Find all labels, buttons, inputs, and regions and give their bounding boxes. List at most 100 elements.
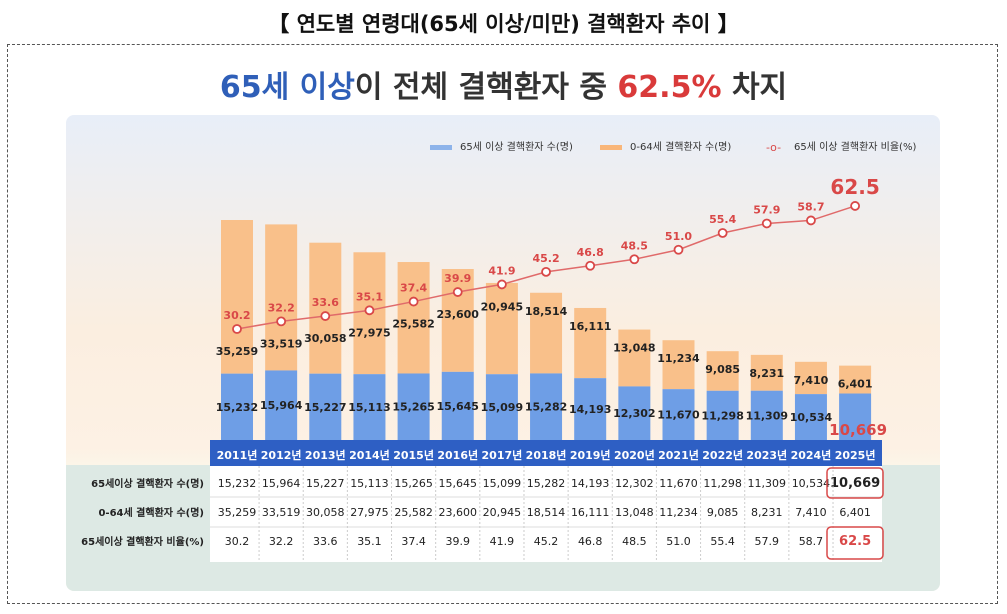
- category-label: 2020년: [614, 448, 655, 462]
- table-cell: 41.9: [490, 535, 515, 548]
- category-label: 2017년: [482, 448, 523, 462]
- bar-young: [309, 242, 342, 374]
- table-cell: 15,099: [483, 477, 522, 490]
- table-cell: 35.1: [357, 535, 382, 548]
- label-senior: 15,227: [304, 401, 346, 414]
- label-senior: 15,964: [260, 399, 303, 412]
- table-cell: 10,669: [830, 476, 880, 491]
- bar-senior: [485, 374, 518, 440]
- bar-young: [662, 340, 695, 390]
- table-cell: 39.9: [446, 535, 471, 548]
- table-cell: 15,282: [527, 477, 566, 490]
- bar-senior: [309, 373, 342, 440]
- bar-young: [397, 262, 430, 374]
- label-senior: 11,298: [701, 409, 743, 422]
- bar-young: [618, 329, 651, 387]
- table-cell: 35,259: [218, 506, 257, 519]
- label-senior: 10,669: [829, 421, 887, 439]
- bar-young: [265, 224, 298, 371]
- ratio-point: [629, 254, 640, 265]
- label-senior: 12,302: [613, 407, 655, 420]
- ratio-point: [850, 201, 860, 211]
- legend-swatch-senior: [430, 144, 452, 150]
- table-cell: 32.2: [269, 535, 294, 548]
- ratio-label: 45.2: [532, 252, 559, 265]
- ratio-point: [232, 324, 242, 334]
- label-senior: 15,113: [348, 401, 390, 414]
- bar-senior: [221, 373, 253, 440]
- label-young: 7,410: [794, 374, 829, 387]
- bar-senior: [265, 370, 298, 440]
- table-cell: 14,193: [571, 477, 610, 490]
- label-young: 6,401: [838, 378, 873, 391]
- table-cell: 15,265: [394, 477, 433, 490]
- ratio-point: [452, 287, 463, 297]
- ratio-label: 46.8: [577, 246, 604, 259]
- ratio-label: 30.2: [223, 309, 250, 322]
- ratio-point: [320, 311, 331, 321]
- ratio-label: 48.5: [621, 239, 648, 252]
- label-young: 23,600: [437, 308, 480, 321]
- bar-young: [221, 220, 253, 374]
- label-young: 27,975: [348, 326, 390, 339]
- ratio-label: 55.4: [709, 213, 736, 226]
- table-cell: 30,058: [306, 506, 345, 519]
- legend-senior: 65세 이상 결핵환자 수(명): [430, 138, 573, 153]
- table-header: [210, 440, 882, 466]
- category-label: 2021년: [658, 448, 699, 462]
- label-young: 33,519: [260, 337, 302, 350]
- table-cell: 27,975: [350, 506, 389, 519]
- label-young: 13,048: [613, 342, 655, 355]
- label-young: 16,111: [569, 320, 611, 333]
- ratio-point: [408, 296, 419, 307]
- bar-senior: [353, 374, 386, 440]
- label-senior: 14,193: [569, 403, 611, 416]
- category-label: 2022년: [702, 448, 743, 462]
- category-label: 2025년: [835, 448, 876, 462]
- category-label: 2015년: [393, 448, 434, 462]
- ratio-label: 62.5: [830, 175, 879, 199]
- label-young: 20,945: [481, 300, 523, 313]
- page-title: 【 연도별 연령대(65세 이상/미만) 결핵환자 추이 】: [268, 12, 739, 36]
- row-label: 0-64세 결핵환자 수(명): [98, 506, 204, 519]
- bar-young: [706, 351, 739, 391]
- table-cell: 46.8: [578, 535, 603, 548]
- table-cell: 30.2: [225, 535, 250, 548]
- category-label: 2011년: [217, 448, 258, 462]
- bar-young: [750, 354, 783, 391]
- label-senior: 15,265: [392, 401, 434, 414]
- label-senior: 15,282: [525, 401, 567, 414]
- table-cell: 15,232: [218, 477, 257, 490]
- category-label: 2012년: [261, 448, 302, 462]
- table-cell: 13,048: [615, 506, 654, 519]
- bar-young: [839, 365, 872, 394]
- bar-senior: [839, 393, 872, 440]
- highlight-2025-ratio: [826, 526, 884, 560]
- bar-senior: [397, 373, 430, 440]
- label-young: 11,234: [657, 352, 700, 365]
- ratio-label: 37.4: [400, 282, 427, 295]
- table-cell: 20,945: [483, 506, 522, 519]
- table-body: [210, 466, 882, 562]
- ratio-label: 41.9: [488, 264, 515, 277]
- bar-young: [530, 292, 563, 374]
- table-cell: 15,113: [350, 477, 389, 490]
- category-label: 2019년: [570, 448, 611, 462]
- label-senior: 11,670: [657, 409, 700, 422]
- category-label: 2014년: [349, 448, 390, 462]
- bar-senior: [794, 394, 827, 440]
- table-cell: 33,519: [262, 506, 301, 519]
- bar-senior: [530, 373, 563, 440]
- bar-senior: [618, 386, 651, 440]
- table-cell: 57.9: [755, 535, 780, 548]
- bar-senior: [574, 378, 607, 440]
- category-label: 2018년: [526, 448, 567, 462]
- table-cell: 11,309: [748, 477, 787, 490]
- ratio-point: [761, 218, 772, 229]
- label-young: 25,582: [392, 318, 434, 331]
- table-cell: 48.5: [622, 535, 647, 548]
- ratio-point: [717, 228, 728, 238]
- label-young: 8,231: [749, 367, 784, 380]
- table-cell: 11,298: [703, 477, 742, 490]
